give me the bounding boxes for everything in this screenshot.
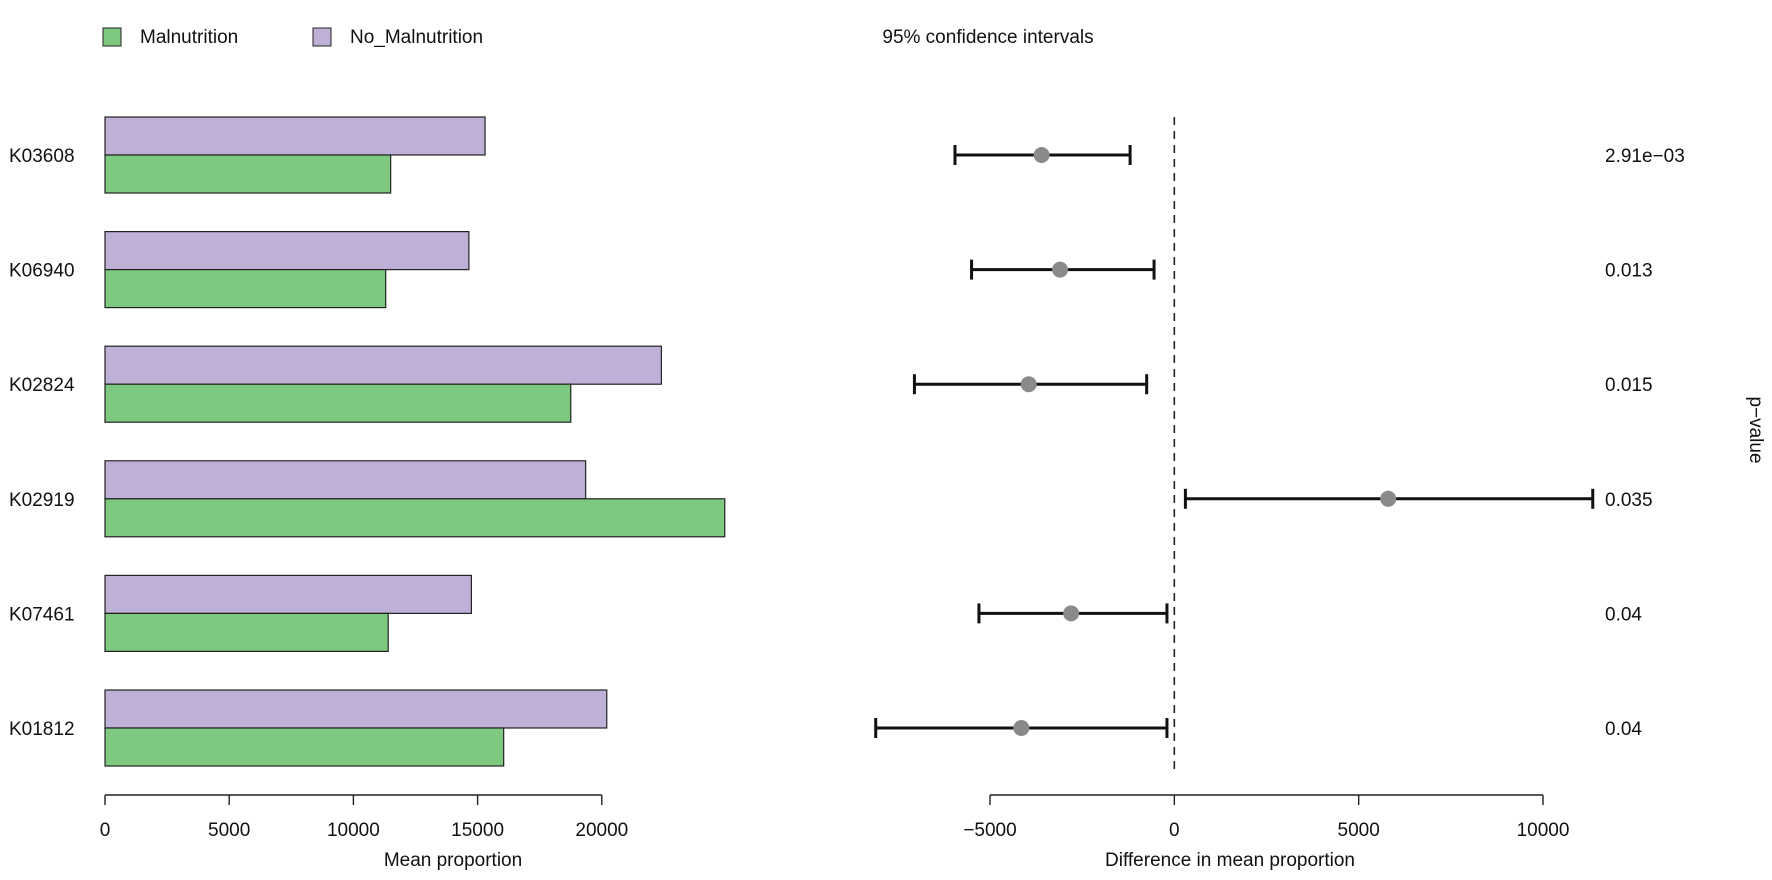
category-label-k02824: K02824	[9, 375, 75, 396]
ci-point-k03608	[1033, 147, 1050, 163]
bar-x-tick-label-20000: 20000	[575, 820, 628, 841]
bar-x-tick-label-10000: 10000	[327, 820, 380, 841]
p-value-k03608: 2.91e−03	[1605, 146, 1685, 167]
ci-x-tick-label-0: 0	[1169, 820, 1180, 841]
bar-malnutrition-k07461	[104, 612, 389, 653]
p-value-k02919: 0.035	[1605, 490, 1653, 511]
legend-swatch-no-malnutrition	[312, 27, 332, 47]
category-label-k01812: K01812	[9, 719, 75, 740]
ci-x-tick-label-5000: 5000	[1338, 820, 1380, 841]
category-label-k06940: K06940	[9, 261, 75, 282]
legend-swatch-malnutrition	[102, 27, 122, 47]
bar-chart: K03608 K06940 K02824 K02919 K07461 K01812 0 500…	[9, 116, 726, 841]
bar-no-malnutrition-k06940	[104, 231, 470, 271]
ci-point-k01812	[1013, 720, 1030, 736]
category-label-k03608: K03608	[9, 146, 75, 167]
bar-malnutrition-k02824	[104, 383, 572, 423]
bar-malnutrition-k03608	[104, 154, 392, 194]
category-label-k07461: K07461	[9, 604, 75, 625]
ci-point-k06940	[1052, 261, 1069, 278]
p-value-k02824: 0.015	[1605, 375, 1653, 396]
p-value-k06940: 0.013	[1605, 261, 1653, 282]
legend-label-malnutrition: Malnutrition	[140, 27, 238, 48]
p-value-k07461: 0.04	[1605, 604, 1642, 625]
bar-x-tick-label-0: 0	[100, 820, 111, 841]
legend-label-no-malnutrition: No_Malnutrition	[350, 27, 483, 48]
p-value-k01812: 0.04	[1605, 719, 1642, 740]
bar-no-malnutrition-k03608	[104, 116, 486, 156]
ci-point-k02824	[1020, 376, 1037, 393]
bar-malnutrition-k06940	[104, 269, 387, 309]
ci-x-tick-label-10000: 10000	[1517, 820, 1570, 841]
bar-malnutrition-k02919	[104, 498, 726, 538]
ci-x-axis-label: Difference in mean proportion	[1105, 850, 1355, 871]
ci-point-k02919	[1380, 490, 1397, 507]
ci-point-k07461	[1063, 605, 1080, 622]
bar-no-malnutrition-k02824	[104, 345, 663, 385]
bar-no-malnutrition-k07461	[104, 574, 472, 615]
ci-x-tick-label--5000: −5000	[963, 820, 1016, 841]
legend: Malnutrition No_Malnutrition	[102, 27, 483, 48]
category-label-k02919: K02919	[9, 490, 75, 511]
bar-no-malnutrition-k01812	[104, 689, 608, 729]
bar-malnutrition-k01812	[104, 727, 505, 767]
ci-title: 95% confidence intervals	[882, 27, 1093, 48]
bar-x-axis-label: Mean proportion	[384, 850, 522, 871]
bar-no-malnutrition-k02919	[104, 460, 587, 500]
p-value-axis-label: p−value	[1745, 396, 1766, 463]
bar-x-tick-label-5000: 5000	[208, 820, 250, 841]
ci-chart: 2.91e−03 0.013 0.015 0.035 0.04 0.04 −5000 0 500…	[874, 117, 1685, 841]
bar-x-tick-label-15000: 15000	[451, 820, 504, 841]
